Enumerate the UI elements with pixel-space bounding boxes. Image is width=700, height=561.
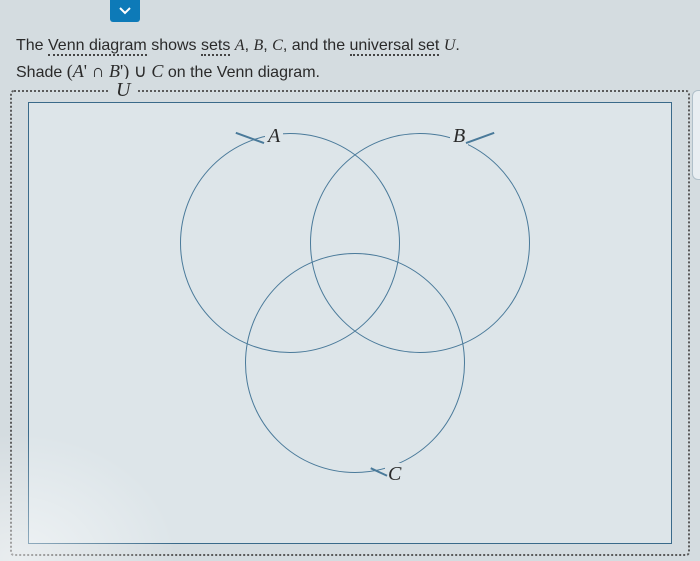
universe-box[interactable]: A B C (28, 102, 672, 544)
label-C: C (385, 463, 404, 486)
set-C: C (272, 37, 283, 54)
label-B: B (450, 125, 468, 148)
instruction-line-1: The Venn diagram shows sets A, B, C, and… (16, 34, 684, 58)
instruction-text: The Venn diagram shows sets A, B, C, and… (16, 34, 684, 85)
dropdown-toggle[interactable] (110, 0, 140, 22)
venn-diagram[interactable]: A B C (130, 123, 570, 543)
text: , (263, 37, 272, 54)
link-universal-set[interactable]: universal set (350, 37, 440, 56)
text: , and the (283, 37, 350, 54)
set-A: A (235, 37, 245, 54)
set-expression: (A' ∩ B') ∪ C (67, 61, 164, 81)
set-U: U (444, 37, 456, 54)
label-line-B (466, 132, 495, 144)
text: . (455, 37, 459, 54)
link-venn-diagram[interactable]: Venn diagram (48, 37, 147, 56)
set-B: B (253, 37, 263, 54)
universe-label: U (110, 79, 136, 102)
text: on the Venn diagram. (163, 64, 320, 81)
circle-C[interactable] (245, 253, 465, 473)
label-A: A (265, 125, 283, 148)
chevron-down-icon (119, 7, 131, 15)
text: shows (147, 37, 201, 54)
text: The (16, 37, 48, 54)
diagram-container: U A B C (10, 90, 690, 556)
text: Shade (16, 64, 67, 81)
link-sets[interactable]: sets (201, 37, 230, 56)
side-panel (692, 90, 700, 180)
